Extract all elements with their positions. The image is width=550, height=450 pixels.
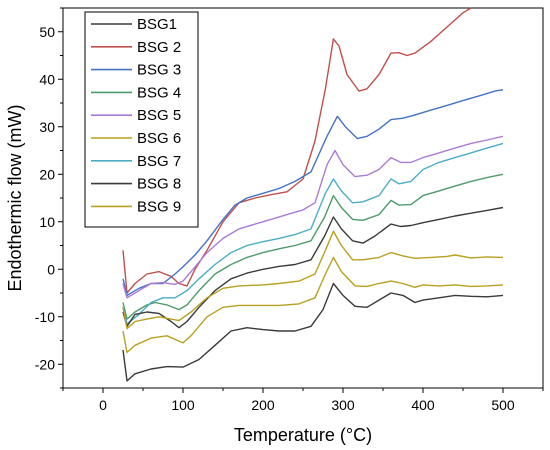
legend-label: BSG 3 (137, 62, 181, 79)
x-tick-label: 200 (251, 397, 275, 413)
y-tick-label: -10 (35, 309, 55, 325)
x-tick-label: 400 (411, 397, 435, 413)
legend-box (84, 11, 199, 228)
series-line-9 (122, 230, 504, 330)
x-tick-label: 500 (491, 397, 515, 413)
y-tick-label: 0 (47, 261, 55, 277)
y-tick-label: -20 (35, 356, 55, 372)
y-axis-title: Endothermic flow (mW) (5, 104, 25, 291)
legend: BSG1 BSG 2 BSG 3 BSG 4 BSG 5 BSG 6 BSG 7 BSG 8 B… (84, 11, 199, 228)
y-tick-label: 30 (39, 119, 55, 135)
series-line-5 (122, 135, 504, 299)
y-axis-ticks: -20 -10 0 10 20 30 40 50 (35, 7, 63, 389)
legend-label: BSG 9 (137, 198, 181, 215)
x-axis-ticks: 0 100 200 300 400 500 (62, 388, 544, 413)
legend-label: BSG 7 (137, 153, 181, 170)
series-line-3 (122, 89, 504, 297)
y-tick-label: 50 (39, 24, 55, 40)
y-tick-label: 20 (39, 166, 55, 182)
x-tick-label: 0 (99, 397, 107, 413)
series-line-6 (122, 256, 504, 354)
legend-label: BSG1 (137, 16, 177, 33)
series-layer (122, 7, 504, 382)
x-tick-label: 100 (171, 397, 195, 413)
series-line-2 (122, 7, 472, 294)
legend-label: BSG 6 (137, 130, 181, 147)
legend-label: BSG 4 (137, 84, 181, 101)
legend-label: BSG 2 (137, 39, 181, 56)
legend-label: BSG 8 (137, 176, 181, 193)
y-tick-label: 40 (39, 71, 55, 87)
x-tick-label: 300 (331, 397, 355, 413)
series-line-8 (122, 206, 504, 329)
series-line-4 (122, 173, 504, 320)
legend-label: BSG 5 (137, 107, 181, 124)
series-line-7 (122, 142, 504, 325)
series-line-1 (122, 282, 504, 382)
y-tick-label: 10 (39, 214, 55, 230)
x-axis-title: Temperature (°C) (234, 425, 372, 445)
